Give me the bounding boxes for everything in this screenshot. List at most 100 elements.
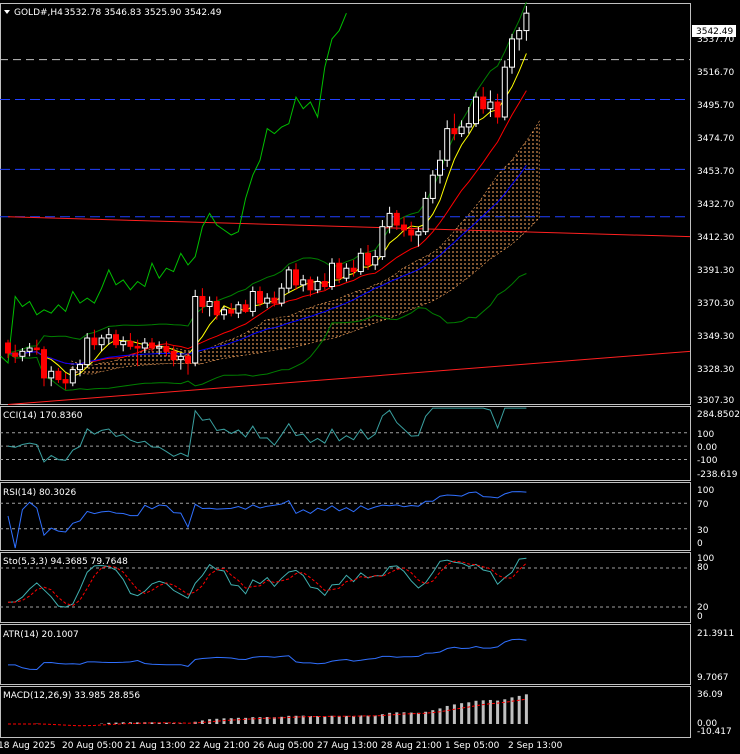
candle-body [134, 345, 141, 349]
candle-body [465, 123, 472, 128]
rsi-tick: 0 [697, 539, 703, 549]
time-label: 20 Aug 05:00 [62, 741, 123, 751]
candle-body [185, 355, 191, 364]
candle-body [473, 96, 479, 125]
cci-tick: 0.00 [697, 443, 717, 453]
candle-body [77, 364, 83, 371]
current-price-box [692, 25, 736, 37]
time-axis: 18 Aug 2025 20 Aug 05:00 21 Aug 13:00 22… [0, 741, 563, 751]
candle-body [120, 340, 127, 346]
candle-body [401, 224, 407, 231]
candle-body [33, 347, 40, 351]
candle-body [386, 212, 393, 228]
candle-body [516, 30, 523, 40]
cci-line [7, 407, 527, 463]
candle-body [408, 229, 415, 236]
rsi-tick: 30 [697, 526, 709, 536]
candle-body [91, 337, 98, 346]
price-tick: 3453.70 [697, 167, 734, 177]
candle-body [206, 300, 213, 307]
candle-body [113, 334, 119, 346]
price-tick: 3349.30 [697, 332, 734, 342]
candle-body [285, 269, 292, 289]
candle-body [271, 297, 278, 304]
candle-body [278, 287, 285, 304]
candle-body [350, 267, 357, 273]
candle-body [336, 262, 343, 279]
candle-body [458, 126, 465, 135]
rsi-tick: 100 [697, 486, 714, 496]
candle-body [487, 101, 494, 110]
candle-body [163, 345, 170, 352]
candle-body [48, 370, 55, 379]
candle-body [509, 38, 515, 68]
cci-tick: -238.619 [697, 470, 738, 480]
macd-pane [0, 686, 691, 738]
candle-body [84, 337, 91, 366]
candle-body [62, 379, 69, 384]
candle-body [372, 256, 379, 266]
ma-slow-line [7, 165, 527, 365]
candle-body [379, 226, 386, 258]
price-tick: 3412.30 [697, 233, 734, 243]
time-label: 2 Sep 13:00 [508, 741, 563, 751]
candle-body [494, 101, 501, 118]
stoch-tick: 20 [697, 603, 709, 613]
candle-body [523, 12, 530, 32]
time-label: 22 Aug 21:00 [189, 741, 250, 751]
atr-tick: 9.7067 [697, 673, 729, 683]
candle-body [242, 304, 249, 312]
candle-body [307, 279, 314, 291]
candle-body [444, 128, 451, 161]
rsi-pane [0, 482, 691, 551]
cci-label: CCI(14) 170.8360 [3, 411, 83, 421]
cci-tick: -100 [697, 456, 718, 466]
time-label: 1 Sep 05:00 [445, 741, 500, 751]
time-label: 26 Aug 05:00 [253, 741, 314, 751]
stoch-pane [0, 552, 691, 623]
candle-body [5, 342, 11, 354]
symbol-label: GOLD#,H4 [14, 8, 63, 18]
candle-body [329, 262, 335, 288]
candle-body [257, 290, 263, 304]
sub-indicator-lines [0, 407, 690, 727]
main-pane [0, 3, 691, 405]
candle-body [437, 159, 443, 176]
candle-body [415, 231, 422, 236]
price-axis: 3542.49 3537.70 3516.70 3495.70 3474.70 … [692, 25, 736, 406]
trend-line [7, 350, 691, 405]
price-tick: 3307.30 [697, 396, 734, 406]
candle-body [213, 300, 220, 316]
price-tick: 3537.70 [697, 35, 734, 45]
cci-tick: 100 [697, 430, 714, 440]
candle-body [199, 295, 206, 307]
candle-body [249, 290, 256, 312]
candle-body [177, 355, 184, 361]
candle-body [192, 295, 199, 364]
triangle-down-icon[interactable] [4, 10, 10, 14]
candles [5, 5, 530, 390]
candle-body [314, 281, 321, 291]
time-label: 27 Aug 13:00 [317, 741, 378, 751]
candle-body [429, 174, 436, 199]
macd-signal-line [8, 698, 527, 727]
stoch-label: Sto(5,3,3) 94.3685 79.7648 [3, 557, 128, 567]
candle-body [149, 342, 155, 349]
price-tick: 3495.70 [697, 101, 734, 111]
candle-body [26, 347, 33, 352]
candle-body [357, 252, 364, 273]
candle-body [422, 197, 429, 233]
ichimoku-cloud [70, 120, 540, 375]
time-label: 18 Aug 2025 [0, 741, 56, 751]
candle-body [300, 279, 307, 286]
candle-body [343, 267, 350, 279]
chikou-line [0, 13, 347, 365]
candle-body [293, 269, 299, 286]
price-tick: 3391.30 [697, 266, 734, 276]
candle-body [451, 128, 458, 135]
price-tick: 3516.70 [697, 68, 734, 78]
candle-body [170, 350, 177, 361]
candle-body [69, 369, 76, 384]
ohlc-readout: 3532.78 3546.83 3525.90 3542.49 [64, 8, 222, 18]
